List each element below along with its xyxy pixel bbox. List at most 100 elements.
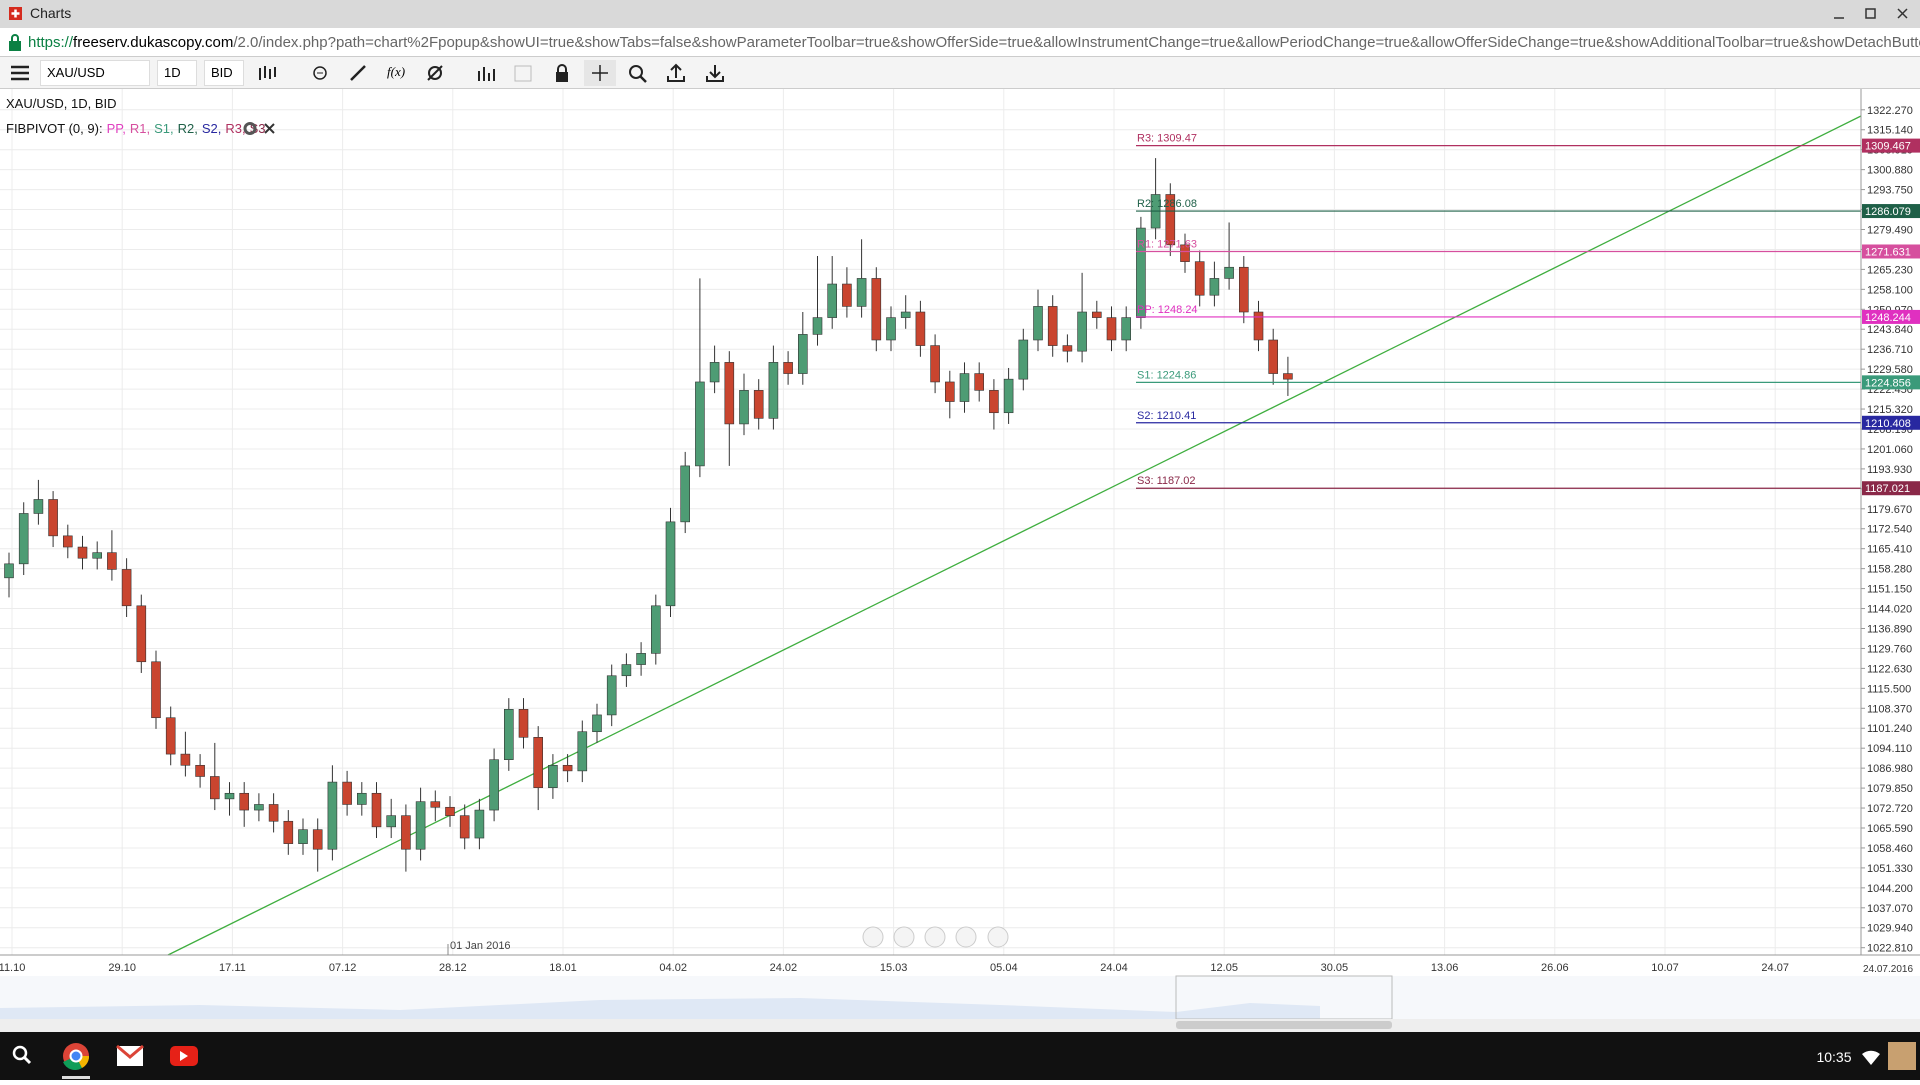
- candle-body: [18, 513, 29, 565]
- y-tick-label: 1151.150: [1867, 584, 1912, 596]
- candle-body: [1047, 306, 1058, 346]
- candle-body: [577, 731, 588, 772]
- crosshair-button[interactable]: [584, 60, 616, 86]
- y-tick-label: 1029.940: [1867, 923, 1913, 935]
- x-tick-label: 24.07: [1761, 962, 1789, 974]
- magnet-button[interactable]: [420, 60, 452, 86]
- x-tick-label: 29.10: [108, 962, 136, 974]
- objects-button[interactable]: [306, 60, 338, 86]
- candle-body: [871, 278, 882, 341]
- candle-body: [1268, 339, 1278, 374]
- x-tick-label: 26.06: [1541, 962, 1569, 974]
- pivot-label: R1: 1271.63: [1137, 238, 1197, 250]
- price-label-box: [1862, 375, 1920, 390]
- candle-body: [900, 311, 911, 318]
- draw-button[interactable]: [343, 60, 375, 86]
- y-tick-label: 1144.020: [1867, 604, 1912, 616]
- candle-body: [489, 759, 499, 811]
- candle-body: [401, 815, 411, 850]
- account-avatar[interactable]: [1888, 1042, 1916, 1070]
- scroll-left-button[interactable]: [862, 926, 884, 948]
- menu-button[interactable]: [4, 60, 36, 86]
- candle-body: [62, 535, 73, 548]
- y-tick-label: 1165.410: [1867, 544, 1912, 556]
- scrollbar-thumb[interactable]: [1176, 1021, 1392, 1029]
- indicator-button[interactable]: [470, 60, 502, 86]
- candle-body: [827, 283, 838, 318]
- youtube-icon[interactable]: [170, 1046, 198, 1066]
- scrollbar: [0, 1019, 1920, 1032]
- y-tick-label: 1079.850: [1867, 783, 1913, 795]
- y-tick-label: 1108.370: [1867, 703, 1912, 715]
- instrument-select[interactable]: XAU/USD: [40, 60, 150, 86]
- indicator-remove[interactable]: [264, 123, 275, 134]
- chrome-icon[interactable]: [62, 1043, 90, 1079]
- y-tick-label: 1129.760: [1867, 643, 1912, 655]
- price-label-box: [1862, 244, 1920, 259]
- indicator-item: R1,: [130, 121, 150, 136]
- candle-body: [136, 605, 147, 663]
- y-tick-label: 1072.720: [1867, 803, 1913, 815]
- candle-body: [1194, 261, 1205, 296]
- reset-button[interactable]: [924, 926, 946, 948]
- maximize-button[interactable]: [1865, 8, 1876, 19]
- candle-body: [474, 809, 485, 839]
- download-button[interactable]: [699, 60, 731, 86]
- candle-body: [1033, 306, 1043, 341]
- window-title: Charts: [30, 5, 71, 21]
- indicator-item: PP,: [107, 121, 126, 136]
- candle-body: [636, 653, 646, 665]
- gmail-icon[interactable]: [116, 1044, 144, 1066]
- search-button[interactable]: [12, 1045, 32, 1065]
- close-button[interactable]: [1897, 8, 1908, 19]
- zoom-in-button[interactable]: [955, 926, 977, 948]
- y-tick-label: 1044.200: [1867, 883, 1913, 895]
- candle-body: [503, 709, 514, 760]
- period-select[interactable]: 1D: [157, 60, 197, 86]
- y-tick-label: 1236.710: [1867, 344, 1913, 356]
- y-tick-label: 1115.500: [1867, 683, 1911, 695]
- indicator-settings[interactable]: [243, 122, 257, 135]
- candle-body: [445, 806, 455, 816]
- table-button[interactable]: [507, 60, 539, 86]
- candle-body: [592, 714, 602, 733]
- y-tick-label: 1258.100: [1867, 284, 1913, 296]
- price-label: 1224.856: [1865, 377, 1911, 389]
- price-label: 1286.079: [1865, 206, 1911, 218]
- wifi-icon[interactable]: [1862, 1050, 1880, 1065]
- x-tick-label: 13.06: [1431, 962, 1459, 974]
- y-tick-label: 1229.580: [1867, 364, 1913, 376]
- address-bar[interactable]: https://freeserv.dukascopy.com/2.0/index…: [0, 28, 1920, 57]
- candle-body: [1062, 345, 1073, 352]
- favicon-cross: [11, 9, 20, 18]
- candle-body: [4, 563, 14, 579]
- scroll-right-button[interactable]: [987, 926, 1009, 948]
- candle-body: [33, 499, 44, 514]
- clock[interactable]: 10:35: [1816, 1049, 1851, 1065]
- zoom-button[interactable]: [622, 60, 654, 86]
- candle-body: [1283, 373, 1293, 380]
- offer-side-select[interactable]: BID: [204, 60, 244, 86]
- pivot-label: R2: 1286.08: [1137, 198, 1197, 210]
- candle-body: [548, 764, 558, 788]
- candle-body: [1077, 311, 1087, 352]
- candle-body: [915, 311, 926, 346]
- candle-body: [92, 552, 102, 559]
- formula-button[interactable]: f(x): [387, 64, 406, 79]
- indicator-item: R3,: [225, 121, 245, 136]
- y-tick-label: 1279.490: [1867, 224, 1913, 236]
- chart-type-button[interactable]: [252, 60, 284, 86]
- x-tick-label: 05.04: [990, 962, 1018, 974]
- pivot-label: S2: 1210.41: [1137, 410, 1196, 422]
- zoom-out-button[interactable]: [893, 926, 915, 948]
- candle-body: [415, 801, 426, 850]
- lock-button[interactable]: [546, 60, 578, 86]
- candle-body: [1136, 227, 1146, 318]
- navigator-area: [0, 998, 1320, 1019]
- export-button[interactable]: [660, 60, 692, 86]
- x-tick-label: 24.04: [1100, 962, 1128, 974]
- candle-body: [842, 283, 852, 307]
- x-tick-label: 17.11: [219, 962, 246, 974]
- candle-body: [77, 546, 88, 559]
